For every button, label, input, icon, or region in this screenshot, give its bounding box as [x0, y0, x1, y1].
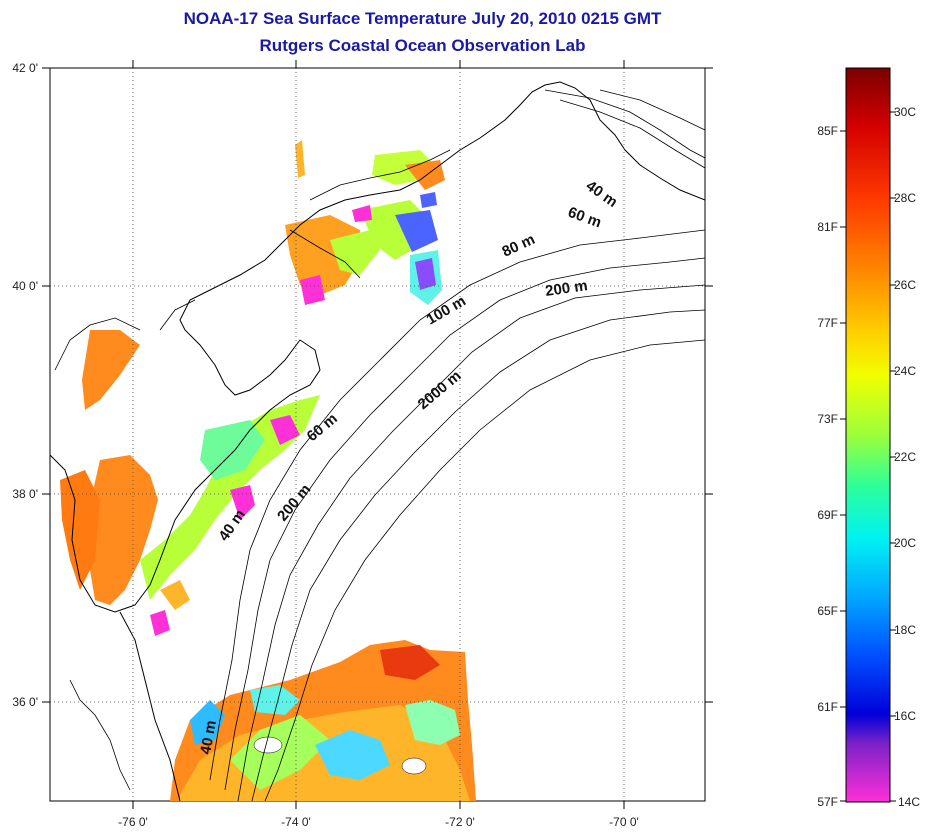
colorbar [845, 67, 891, 803]
celsius-label: 28C [894, 191, 916, 205]
colorbar-celsius-labels: 30C 28C 26C 24C 22C 20C 18C 16C 14C [894, 105, 920, 809]
latitude-labels: 42 0' 40 0' 38 0' 36 0' [12, 61, 38, 709]
lon-label: -70 0' [609, 815, 639, 829]
celsius-label: 20C [894, 536, 916, 550]
axis-ticks [42, 60, 713, 809]
celsius-label: 14C [898, 795, 920, 809]
fahrenheit-label: 57F [817, 795, 838, 809]
fahrenheit-label: 61F [817, 700, 838, 714]
depth-label: 200 m [544, 277, 588, 300]
coastline [50, 81, 705, 613]
fahrenheit-label: 77F [817, 316, 838, 330]
sst-data-patches [60, 140, 476, 801]
colorbar-fahrenheit-labels: 85F 81F 77F 73F 69F 65F 61F 57F [817, 124, 838, 809]
lon-label: -74 0' [281, 815, 311, 829]
celsius-label: 16C [894, 709, 916, 723]
map-subtitle: Rutgers Coastal Ocean Observation Lab [259, 36, 586, 55]
lat-label: 40 0' [12, 279, 38, 293]
bathymetry-contours [209, 89, 705, 801]
lon-label: -72 0' [445, 815, 475, 829]
celsius-label: 24C [894, 364, 916, 378]
celsius-label: 30C [894, 105, 916, 119]
lat-label: 36 0' [12, 695, 38, 709]
map-title: NOAA-17 Sea Surface Temperature July 20,… [183, 9, 662, 28]
fahrenheit-label: 85F [817, 124, 838, 138]
fahrenheit-label: 73F [817, 412, 838, 426]
fahrenheit-label: 69F [817, 508, 838, 522]
celsius-label: 26C [894, 278, 916, 292]
depth-label: 40 m [197, 719, 220, 756]
fahrenheit-label: 81F [817, 220, 838, 234]
lat-label: 42 0' [12, 61, 38, 75]
colorbar-ticks [840, 111, 896, 802]
celsius-label: 22C [894, 450, 916, 464]
longitude-labels: -76 0' -74 0' -72 0' -70 0' [118, 815, 639, 829]
celsius-label: 18C [894, 623, 916, 637]
lat-label: 38 0' [12, 487, 38, 501]
lon-label: -76 0' [118, 815, 148, 829]
fahrenheit-label: 65F [817, 604, 838, 618]
